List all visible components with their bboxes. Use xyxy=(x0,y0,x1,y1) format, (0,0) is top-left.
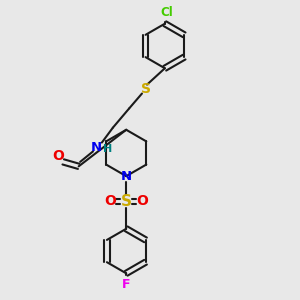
Text: O: O xyxy=(136,194,148,208)
Text: H: H xyxy=(103,143,112,154)
Text: F: F xyxy=(122,278,130,291)
Text: N: N xyxy=(121,170,132,183)
Text: S: S xyxy=(140,82,151,96)
Text: O: O xyxy=(104,194,116,208)
Text: Cl: Cl xyxy=(160,6,173,19)
Text: N: N xyxy=(91,140,102,154)
Text: S: S xyxy=(121,194,132,209)
Text: O: O xyxy=(52,149,64,163)
